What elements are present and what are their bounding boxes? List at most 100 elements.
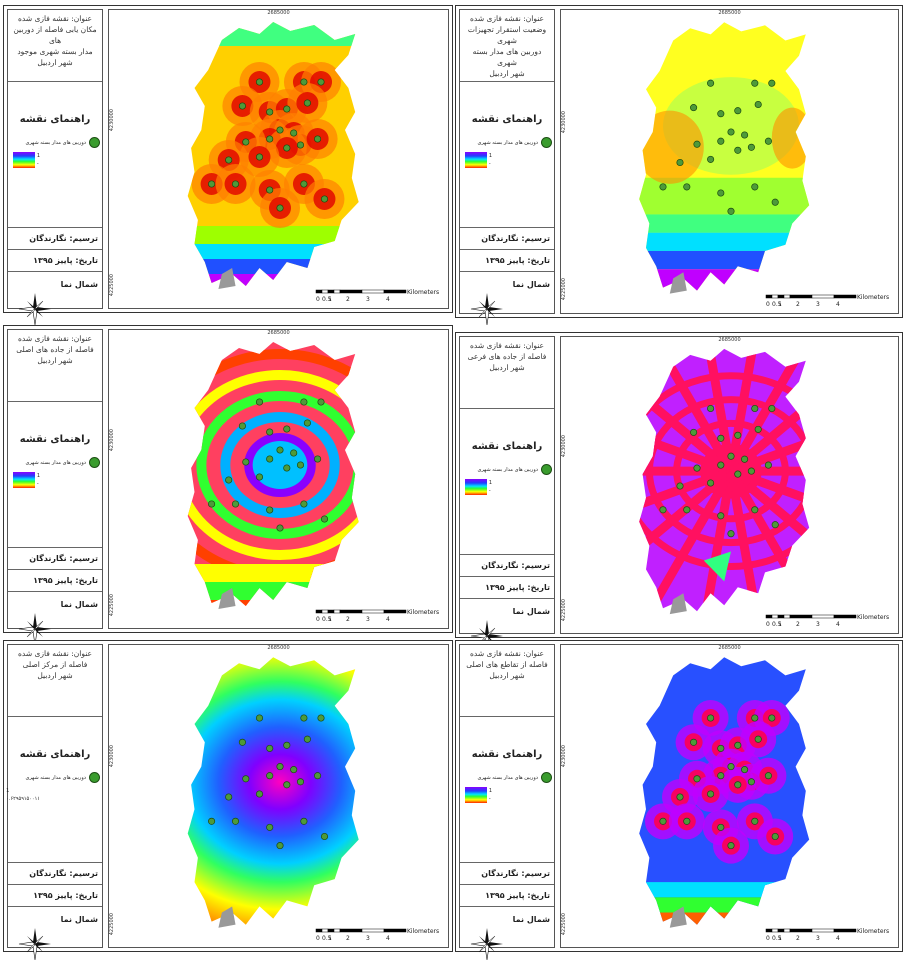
legend-ramp-row: 1- [462, 479, 552, 495]
legend-section: راهنمای نقشه دوربین های مدار بسته شهری 1 ۰.… [8, 717, 102, 863]
camera-symbol-icon [541, 772, 552, 783]
scale-tick-label: 4 [836, 935, 840, 942]
camera-point [321, 833, 327, 839]
map-title-line: عنوان: نقشه فازی شده [462, 340, 552, 351]
date-line: تاریخ: پاییز ۱۳۹۵ [8, 885, 102, 907]
camera-point [277, 842, 283, 848]
scale-tick-label: 0 [316, 935, 320, 942]
camera-point [277, 763, 283, 769]
camera-point [208, 818, 214, 824]
scale-tick-label: 2 [796, 621, 800, 628]
scale-bar: 0 0.51 2 3 4 Kilometers [311, 927, 441, 945]
camera-point [267, 109, 273, 115]
camera-point [707, 791, 713, 797]
camera-point [752, 715, 758, 721]
camera-point [707, 480, 713, 486]
camera-point [660, 184, 666, 190]
ramp-low-label: - [37, 480, 40, 488]
camera-point [301, 818, 307, 824]
camera-point [297, 142, 303, 148]
legend-camera-label: دوربین های مدار بسته شهری [477, 140, 538, 146]
camera-point [226, 477, 232, 483]
legend-section: راهنمای نقشه دوربین های مدار بسته شهری 1- [8, 82, 102, 228]
camera-point [291, 450, 297, 456]
ramp-high-label: 1 [6, 787, 40, 795]
camera-point [752, 405, 758, 411]
camera-point [741, 456, 747, 462]
camera-point [318, 79, 324, 85]
camera-point [660, 507, 666, 513]
camera-point [267, 507, 273, 513]
map-title-line: فاصله از تقاطع های اصلی [462, 659, 552, 670]
camera-point [728, 129, 734, 135]
scale-unit-label: Kilometers [407, 928, 439, 935]
camera-point [684, 818, 690, 824]
legend-camera-label: دوربین های مدار بسته شهری [25, 140, 86, 146]
ramp-high-label: 1 [37, 152, 40, 160]
legend-section: راهنمای نقشه دوربین های مدار بسته شهری 1- [8, 402, 102, 548]
camera-point [707, 156, 713, 162]
camera-point [718, 745, 724, 751]
camera-point [318, 715, 324, 721]
camera-point [772, 522, 778, 528]
camera-point [267, 456, 273, 462]
camera-point [690, 739, 696, 745]
camera-point [277, 127, 283, 133]
camera-point [301, 715, 307, 721]
scale-tick-label: 2 [346, 616, 350, 623]
scale-tick-label: 1 [328, 296, 332, 303]
legend-section: راهنمای نقشه دوربین های مدار بسته شهری 1- [460, 82, 554, 228]
camera-point [735, 471, 741, 477]
map-title-line: شهر اردبیل [462, 362, 552, 373]
camera-point [728, 763, 734, 769]
camera-point [728, 842, 734, 848]
camera-point [765, 773, 771, 779]
camera-point [304, 420, 310, 426]
camera-point [765, 462, 771, 468]
camera-point [284, 426, 290, 432]
map-title: عنوان: نقشه فازی شده فاصله از مرکز اصلی شه… [8, 645, 102, 717]
map-legend-box: عنوان: نقشه فازی شده وضعیت استقرار تجهیزا… [459, 9, 555, 314]
camera-point [755, 101, 761, 107]
map-title-line: شهر اردبیل [10, 57, 100, 68]
date-line: تاریخ: پاییز ۱۳۹۵ [8, 570, 102, 592]
legend-camera-row: دوربین های مدار بسته شهری [462, 772, 552, 783]
ramp-high-label: 1 [489, 152, 492, 160]
camera-point [301, 79, 307, 85]
ramp-high-label: 1 [489, 479, 492, 487]
north-label: شمال نما [61, 600, 98, 609]
scale-unit-label: Kilometers [407, 609, 439, 616]
fuzzy-raster-map [109, 645, 449, 948]
camera-point [748, 468, 754, 474]
date-line: تاریخ: پاییز ۱۳۹۵ [460, 577, 554, 599]
legend-camera-label: دوربین های مدار بسته شهری [477, 775, 538, 781]
legend-section: راهنمای نقشه دوربین های مدار بسته شهری 1- [460, 717, 554, 863]
camera-point [735, 432, 741, 438]
camera-point [277, 447, 283, 453]
camera-point [707, 715, 713, 721]
ramp-labels: 1- [489, 152, 492, 168]
map-frame: 2685000 4230000 4225000 0 0.5 1 2 3 4 Kilometers [560, 644, 899, 948]
scale-tick-label: 3 [366, 296, 370, 303]
camera-point [769, 405, 775, 411]
map-panel: عنوان: نقشه فازی شده فاصله از مرکز اصلی شه… [3, 640, 453, 952]
map-frame: 2685000 4230000 4225000 0 0.5 1 2 3 4 Kilometers [108, 329, 449, 629]
camera-point [772, 833, 778, 839]
camera-point [741, 132, 747, 138]
camera-point [301, 181, 307, 187]
camera-point [239, 423, 245, 429]
map-title: عنوان: نقشه فازی شده فاصله از جاده های اص… [8, 330, 102, 402]
camera-point [297, 462, 303, 468]
map-frame: 2685000 4230000 4225000 0 0.5 1 2 3 4 Kilometers [560, 9, 899, 314]
fuzzy-raster-map [561, 10, 899, 314]
ramp-labels: 1 ۰.۶۲۹۵۹۱۵۰۰۱۱ [6, 787, 40, 803]
camera-point [304, 100, 310, 106]
ramp-high-label: 1 [37, 472, 40, 480]
camera-point [707, 405, 713, 411]
fuzzy-raster-map [109, 330, 449, 629]
color-ramp-swatch [465, 479, 487, 495]
camera-point [256, 715, 262, 721]
camera-point [301, 501, 307, 507]
scale-tick-label: 2 [346, 935, 350, 942]
camera-point [718, 513, 724, 519]
